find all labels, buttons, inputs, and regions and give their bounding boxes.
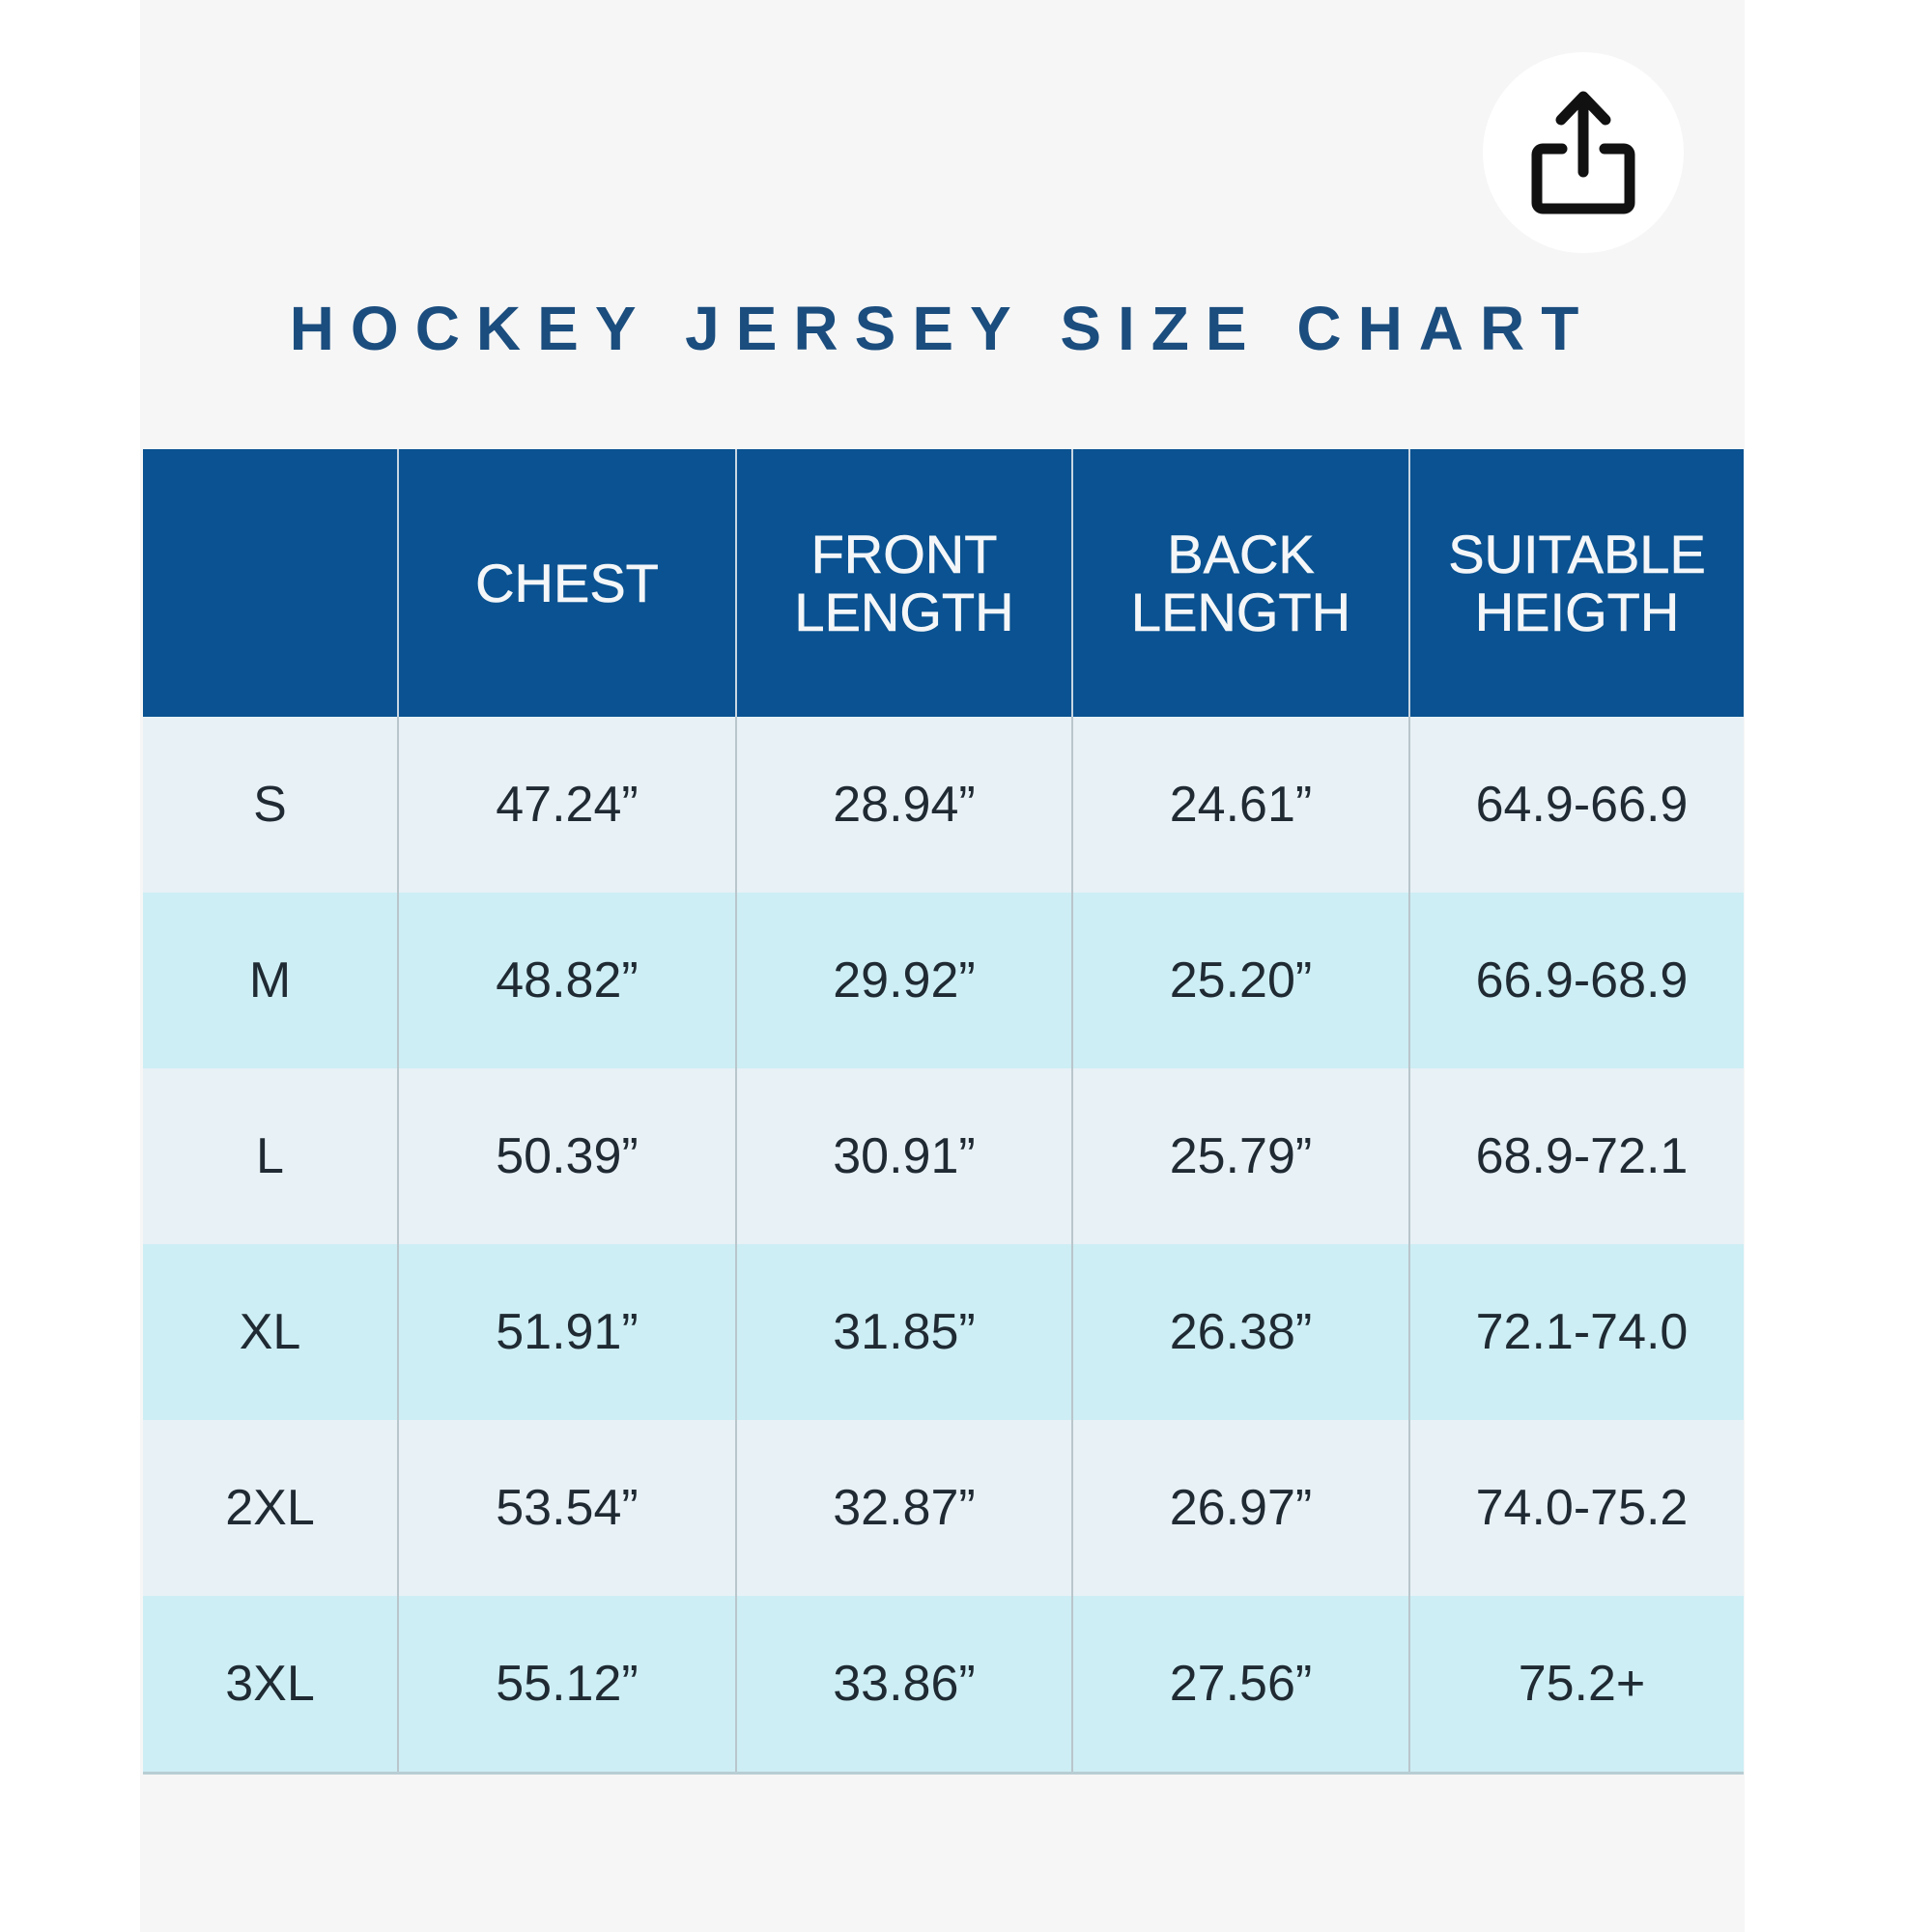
size-cell: 2XL: [143, 1420, 398, 1596]
front-length-cell: 33.86”: [735, 1596, 1072, 1772]
suitable-height-cell: 68.9-72.1: [1408, 1068, 1744, 1244]
back-length-cell: 25.20”: [1071, 893, 1409, 1068]
size-cell: 3XL: [143, 1596, 398, 1772]
header-chest: CHEST: [397, 449, 736, 717]
header-front-length: FRONT LENGTH: [735, 449, 1072, 717]
size-cell: L: [143, 1068, 398, 1244]
table-row: S 47.24” 28.94” 24.61” 64.9-66.9: [143, 717, 1744, 893]
back-length-cell: 25.79”: [1071, 1068, 1409, 1244]
chest-cell: 53.54”: [397, 1420, 736, 1596]
share-icon: [1531, 91, 1635, 214]
suitable-height-cell: 72.1-74.0: [1408, 1244, 1744, 1420]
back-length-cell: 24.61”: [1071, 717, 1409, 893]
suitable-height-cell: 64.9-66.9: [1408, 717, 1744, 893]
size-cell: M: [143, 893, 398, 1068]
front-length-cell: 29.92”: [735, 893, 1072, 1068]
table-row: XL 51.91” 31.85” 26.38” 72.1-74.0: [143, 1244, 1744, 1420]
header-suitable-height: SUITABLE HEIGTH: [1408, 449, 1744, 717]
size-cell: XL: [143, 1244, 398, 1420]
front-length-cell: 31.85”: [735, 1244, 1072, 1420]
suitable-height-cell: 66.9-68.9: [1408, 893, 1744, 1068]
table-header-row: CHEST FRONT LENGTH BACK LENGTH SUITABLE …: [143, 449, 1744, 717]
page-title: HOCKEY JERSEY SIZE CHART: [289, 294, 1596, 363]
front-length-cell: 28.94”: [735, 717, 1072, 893]
chest-cell: 55.12”: [397, 1596, 736, 1772]
chest-cell: 50.39”: [397, 1068, 736, 1244]
table-row: M 48.82” 29.92” 25.20” 66.9-68.9: [143, 893, 1744, 1068]
front-length-cell: 32.87”: [735, 1420, 1072, 1596]
table-row: 2XL 53.54” 32.87” 26.97” 74.0-75.2: [143, 1420, 1744, 1596]
suitable-height-cell: 74.0-75.2: [1408, 1420, 1744, 1596]
back-length-cell: 26.38”: [1071, 1244, 1409, 1420]
front-length-cell: 30.91”: [735, 1068, 1072, 1244]
share-button[interactable]: [1483, 52, 1684, 253]
header-size: [143, 449, 398, 717]
back-length-cell: 26.97”: [1071, 1420, 1409, 1596]
suitable-height-cell: 75.2+: [1408, 1596, 1744, 1772]
table-row: L 50.39” 30.91” 25.79” 68.9-72.1: [143, 1068, 1744, 1244]
size-chart-table: CHEST FRONT LENGTH BACK LENGTH SUITABLE …: [143, 449, 1744, 1772]
chest-cell: 48.82”: [397, 893, 736, 1068]
table-row: 3XL 55.12” 33.86” 27.56” 75.2+: [143, 1596, 1744, 1772]
chest-cell: 47.24”: [397, 717, 736, 893]
chest-cell: 51.91”: [397, 1244, 736, 1420]
size-cell: S: [143, 717, 398, 893]
header-back-length: BACK LENGTH: [1071, 449, 1409, 717]
back-length-cell: 27.56”: [1071, 1596, 1409, 1772]
